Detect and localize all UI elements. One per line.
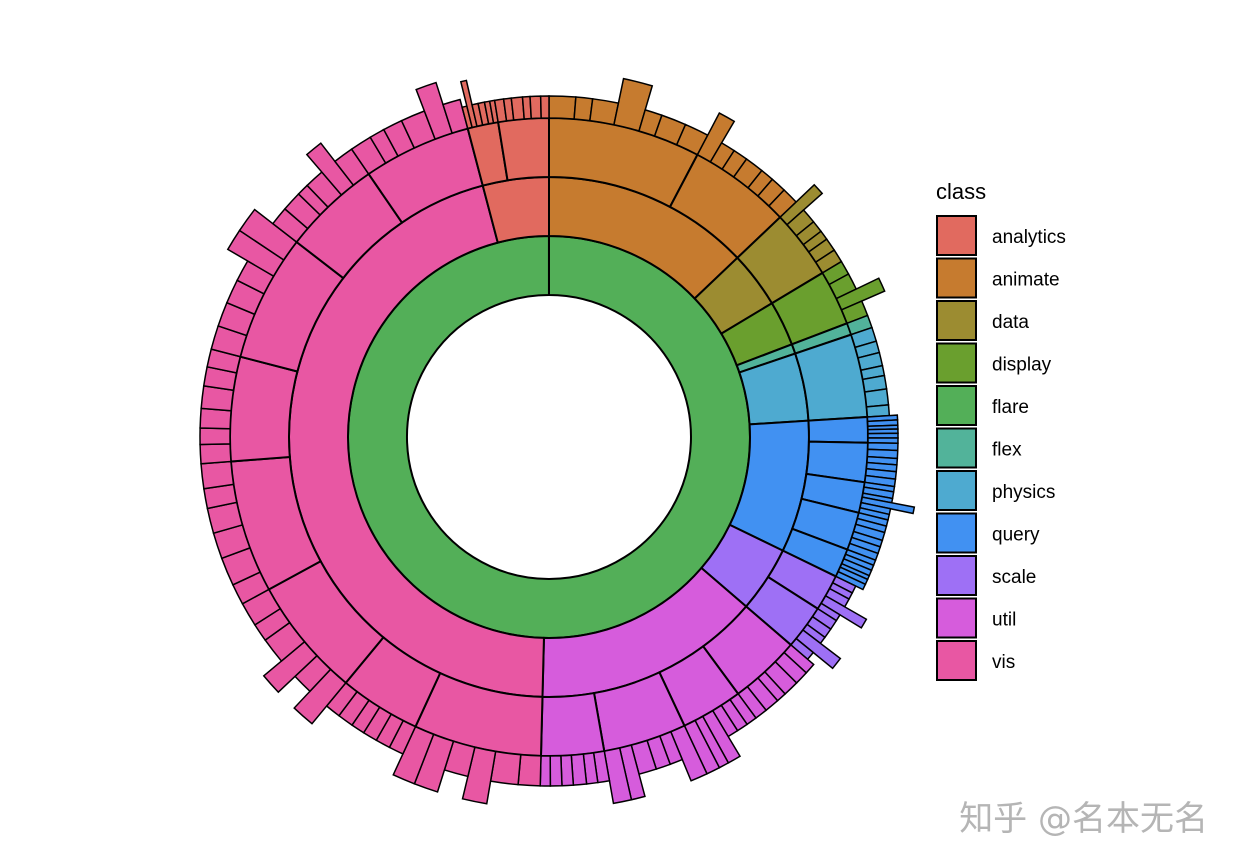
legend-label-animate: animate [992, 270, 1060, 291]
legend-swatch-flare [936, 385, 977, 426]
legend-label-display: display [992, 355, 1052, 376]
leaf-arc-analytics [529, 95, 542, 120]
subpackage-arc-query [807, 415, 869, 444]
legend-title: class [936, 179, 986, 204]
subpackage-arc-util [539, 691, 606, 757]
legend-label-flare: flare [992, 397, 1029, 418]
subpackage-arc-analytics [496, 116, 550, 182]
legend-swatch-vis [936, 640, 977, 681]
legend-swatch-flex [936, 427, 977, 469]
leaf-arc-util [560, 754, 575, 787]
subpackage-arc-vis [229, 355, 299, 463]
leaf-arc-animate [548, 95, 577, 120]
leaf-arc-util [549, 755, 563, 787]
legend-label-query: query [992, 525, 1040, 546]
sunburst-rings [199, 77, 916, 805]
leaf-arc-vis [199, 407, 232, 430]
legend-swatch-animate [936, 257, 977, 299]
legend-label-flex: flex [992, 440, 1022, 461]
leaf-arc-vis [199, 427, 231, 446]
legend-swatch-data [936, 300, 977, 341]
watermark: 知乎 @名本无名 [959, 799, 1208, 839]
leaf-arc-vis [199, 443, 232, 465]
leaf-arc-analytics [539, 95, 550, 119]
legend-label-scale: scale [992, 567, 1036, 588]
legend-label-util: util [992, 610, 1016, 631]
leaf-arc-util [539, 755, 552, 787]
legend-swatch-physics [936, 470, 977, 511]
leaf-arc-vis [517, 753, 542, 787]
legend-swatch-query [936, 512, 977, 554]
legend-label-data: data [992, 312, 1029, 333]
leaf-arc-physics [863, 388, 890, 408]
leaf-arc-vis [200, 460, 235, 490]
legend-swatch-util [936, 597, 977, 639]
legend-swatch-display [936, 342, 977, 384]
legend-label-vis: vis [992, 652, 1015, 673]
legend-swatch-analytics [936, 215, 977, 256]
legend-label-analytics: analytics [992, 227, 1066, 248]
legend-label-physics: physics [992, 482, 1055, 503]
root-ring-flare [346, 234, 751, 639]
legend: class analytics animate data display flare fl… [936, 179, 1066, 681]
legend-swatch-scale [936, 555, 977, 596]
